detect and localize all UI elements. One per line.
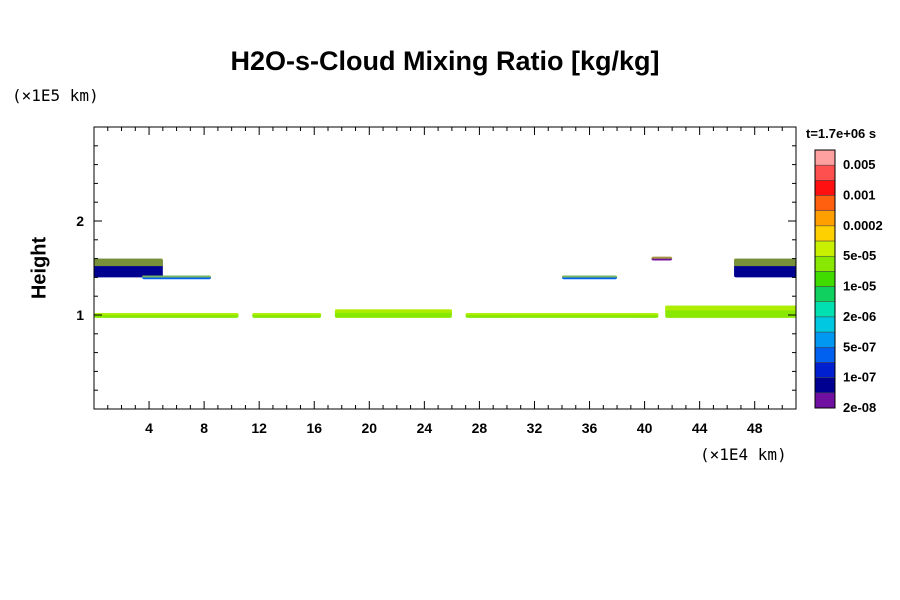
legend-swatch	[814, 377, 836, 394]
legend-swatch	[814, 255, 836, 272]
legend-label: 0.005	[843, 157, 876, 172]
legend-label: 0.001	[843, 188, 876, 203]
legend-label: 0.0002	[843, 218, 883, 233]
cloud-region-core	[94, 258, 163, 267]
legend-swatch	[814, 210, 836, 227]
legend-swatch	[814, 331, 836, 348]
x-tick-label: 16	[306, 420, 322, 436]
cloud-region	[142, 275, 211, 280]
legend-label: 5e-07	[843, 339, 876, 354]
legend-label: 5e-05	[843, 248, 876, 263]
legend-swatch	[814, 347, 836, 363]
cloud-region	[734, 258, 796, 278]
cloud-region-core	[334, 309, 452, 313]
y-tick-label: 2	[76, 213, 84, 229]
cloud-region-core	[465, 313, 659, 316]
cloud-region	[651, 256, 673, 261]
x-tick-label: 32	[527, 420, 543, 436]
cloud-region-core	[734, 258, 796, 267]
cloud-region-core	[94, 313, 239, 316]
cloud-region-core	[651, 256, 673, 259]
cloud-region	[465, 313, 659, 318]
x-tick-label: 12	[251, 420, 267, 436]
legend-swatch	[814, 362, 836, 378]
cloud-region-core	[142, 275, 211, 278]
x-tick-label: 8	[200, 420, 208, 436]
x-tick-label: 20	[362, 420, 378, 436]
legend-swatch	[814, 271, 836, 287]
y-scale-label: (×1E5 km)	[12, 86, 99, 105]
x-tick-label: 36	[582, 420, 598, 436]
x-tick-label: 40	[637, 420, 653, 436]
cloud-region-core	[665, 305, 796, 311]
cloud-region	[665, 305, 796, 318]
legend-swatch	[814, 180, 836, 196]
legend-label: 2e-06	[843, 309, 876, 324]
legend-frame	[814, 149, 836, 409]
cloud-region	[252, 313, 322, 318]
legend-swatch	[814, 316, 836, 333]
cloud-region	[94, 313, 239, 318]
legend-swatch	[814, 195, 836, 211]
legend-swatch	[814, 286, 836, 303]
legend-swatch	[814, 301, 836, 318]
legend-label: 1e-05	[843, 279, 876, 294]
legend-label: 1e-07	[843, 370, 876, 385]
x-tick-label: 48	[747, 420, 763, 436]
x-scale-label: (×1E4 km)	[700, 445, 787, 464]
cloud-region-core	[252, 313, 322, 316]
x-tick-label: 4	[145, 420, 153, 436]
cloud-region	[94, 258, 163, 278]
plot-frame	[93, 126, 797, 410]
cloud-region	[562, 275, 618, 280]
legend-swatch	[814, 149, 836, 166]
legend-swatch	[814, 392, 836, 409]
cloud-region	[334, 309, 452, 318]
x-tick-label: 24	[417, 420, 433, 436]
x-tick-label: 28	[472, 420, 488, 436]
time-label: t=1.7e+06 s	[806, 126, 877, 141]
chart-title: H2O-s-Cloud Mixing Ratio [kg/kg]	[230, 46, 660, 76]
y-tick-label: 1	[76, 307, 84, 323]
legend-swatch	[814, 225, 836, 242]
x-tick-label: 44	[692, 420, 708, 436]
cloud-region-core	[562, 275, 618, 278]
legend-swatch	[814, 240, 836, 257]
legend-swatch	[814, 164, 836, 181]
legend-label: 2e-08	[843, 400, 876, 415]
